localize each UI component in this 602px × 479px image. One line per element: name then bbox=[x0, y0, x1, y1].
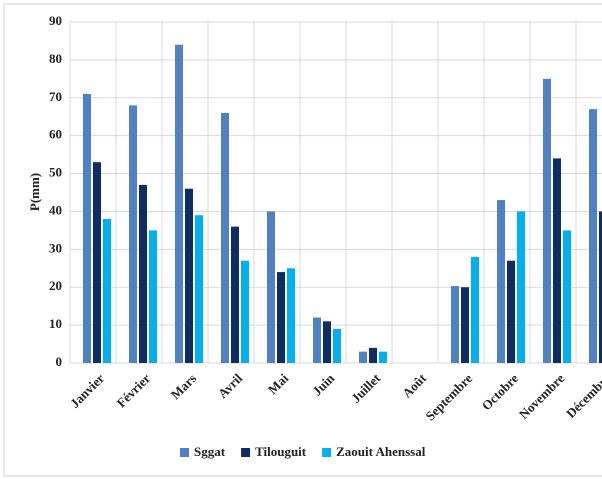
bar bbox=[553, 158, 561, 363]
bar bbox=[589, 109, 597, 364]
bar bbox=[323, 321, 331, 363]
x-tick-label: Juillet bbox=[348, 370, 384, 406]
bar bbox=[175, 44, 183, 363]
legend-swatch bbox=[180, 448, 189, 457]
bar bbox=[277, 272, 285, 363]
x-tick-label: Septembre bbox=[422, 370, 475, 423]
bar bbox=[599, 211, 602, 363]
x-tick-label: Mai bbox=[265, 370, 292, 397]
bar bbox=[129, 105, 137, 363]
x-tick-label: Décembre bbox=[563, 370, 602, 420]
bar bbox=[471, 256, 479, 363]
y-tick-label: 80 bbox=[49, 51, 62, 66]
y-tick-label: 0 bbox=[56, 354, 63, 369]
bar bbox=[195, 215, 203, 363]
y-tick-label: 50 bbox=[49, 165, 62, 180]
bar bbox=[451, 286, 459, 363]
bar bbox=[83, 93, 91, 363]
x-tick-label: Juin bbox=[309, 370, 338, 399]
y-tick-label: 90 bbox=[49, 13, 62, 28]
x-tick-label: Février bbox=[114, 370, 154, 410]
bar bbox=[103, 219, 111, 363]
bar bbox=[313, 317, 321, 363]
bar bbox=[139, 184, 147, 363]
bar bbox=[563, 230, 571, 363]
bar bbox=[359, 351, 367, 363]
bar bbox=[497, 200, 505, 363]
bar bbox=[379, 351, 387, 363]
y-tick-label: 70 bbox=[49, 89, 62, 104]
x-tick-label: Août bbox=[399, 370, 429, 400]
bar bbox=[93, 162, 101, 363]
bar bbox=[287, 268, 295, 363]
legend-label: Zaouit Ahenssal bbox=[336, 444, 426, 459]
y-tick-label: 30 bbox=[49, 240, 62, 255]
bar bbox=[241, 260, 249, 363]
bar bbox=[221, 112, 229, 363]
y-tick-label: 40 bbox=[49, 202, 62, 217]
legend-swatch bbox=[241, 448, 251, 457]
bar bbox=[543, 78, 551, 363]
legend-label: Tilouguit bbox=[255, 444, 307, 459]
y-tick-label: 60 bbox=[49, 127, 62, 142]
y-axis-label: P(mm) bbox=[27, 173, 42, 211]
legend-label: Sggat bbox=[194, 444, 226, 459]
bar bbox=[333, 328, 341, 363]
y-tick-label: 10 bbox=[49, 316, 62, 331]
bar bbox=[461, 287, 469, 363]
x-tick-label: Janvier bbox=[67, 370, 107, 410]
bar bbox=[185, 188, 193, 363]
bar bbox=[231, 226, 239, 363]
bar bbox=[267, 211, 275, 363]
x-tick-label: Avril bbox=[215, 370, 246, 401]
chart-frame bbox=[3, 3, 602, 477]
bar bbox=[517, 211, 525, 363]
legend-swatch bbox=[322, 448, 332, 457]
y-tick-label: 20 bbox=[49, 278, 62, 293]
x-tick-label: Octobre bbox=[479, 370, 522, 413]
x-tick-label: Novembre bbox=[516, 370, 567, 421]
bar bbox=[369, 347, 377, 363]
x-tick-label: Mars bbox=[168, 371, 200, 403]
bar bbox=[507, 260, 515, 363]
bar bbox=[149, 230, 157, 363]
